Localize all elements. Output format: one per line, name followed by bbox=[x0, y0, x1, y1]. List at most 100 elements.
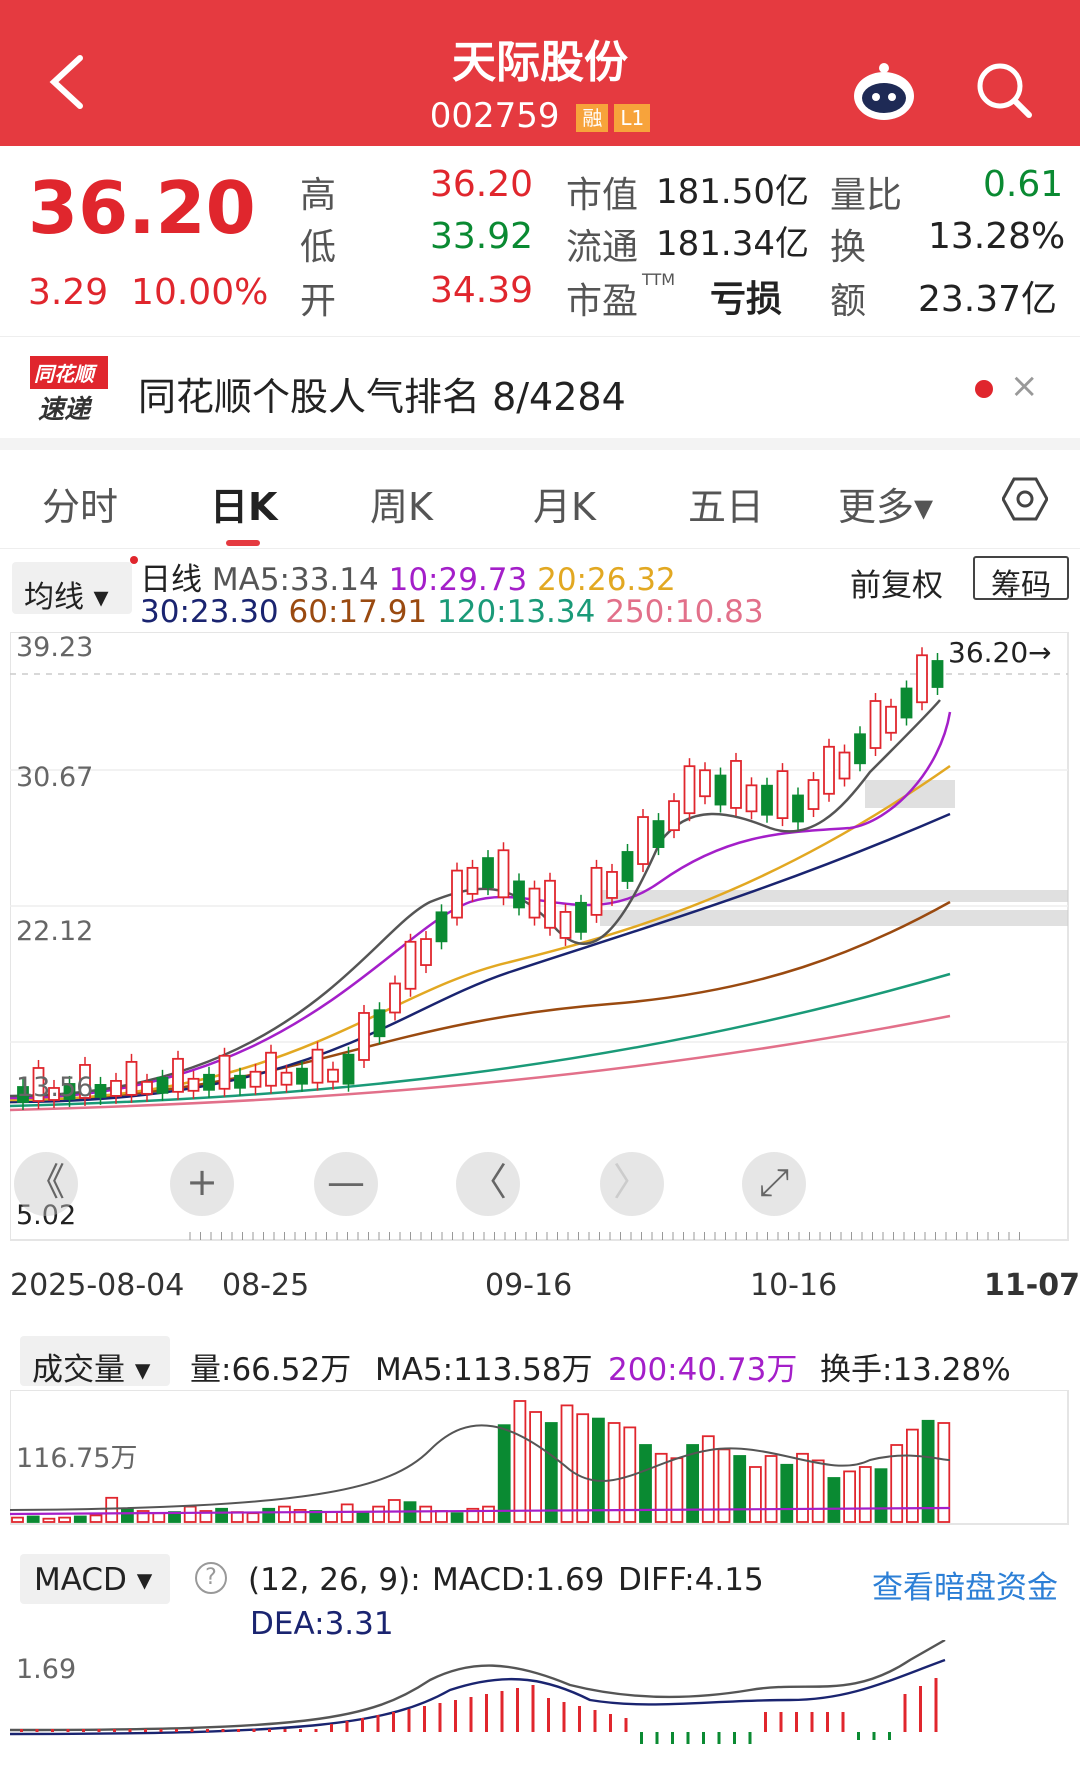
candle-up bbox=[528, 887, 541, 919]
volume-indicator-select[interactable]: 成交量 ▾ bbox=[20, 1336, 170, 1388]
macd-bar-up bbox=[469, 1697, 473, 1732]
macd-bar-up bbox=[206, 1729, 209, 1732]
macd-bar-up bbox=[764, 1712, 767, 1732]
zoom-in-button[interactable]: + bbox=[170, 1152, 234, 1216]
news-text[interactable]: 同花顺个股人气排名 8/4284 bbox=[138, 375, 626, 419]
dark-pool-link[interactable]: 查看暗盘资金 bbox=[872, 1570, 1058, 1606]
macd-bar-up bbox=[516, 1688, 519, 1732]
macd-bar-up bbox=[299, 1729, 302, 1732]
adjust-toggle[interactable]: 前复权 bbox=[850, 568, 943, 604]
chip-button[interactable]: 筹码 bbox=[973, 556, 1069, 603]
volume-bar-up bbox=[701, 1435, 715, 1523]
fullscreen-button[interactable]: ⤢ bbox=[742, 1152, 806, 1216]
macd-bar-up bbox=[376, 1715, 380, 1732]
settings-icon[interactable] bbox=[1002, 476, 1048, 522]
tab-more[interactable]: 更多▾ bbox=[838, 485, 934, 529]
macd-bar-up bbox=[934, 1678, 938, 1732]
ma-curve bbox=[10, 812, 951, 1104]
ma-curve bbox=[10, 764, 951, 1102]
stock-name: 天际股份 bbox=[452, 37, 628, 88]
macd-bar-down bbox=[640, 1732, 643, 1744]
volume-bar-up bbox=[434, 1510, 448, 1523]
candle-down bbox=[17, 1086, 29, 1103]
volume-bar-up bbox=[717, 1448, 731, 1523]
ma-curve bbox=[10, 711, 952, 1100]
tab-daily-k[interactable]: 日K bbox=[210, 485, 278, 529]
macd-bar-up bbox=[593, 1710, 597, 1732]
scroll-left-button[interactable]: 〈 bbox=[456, 1152, 520, 1216]
diff-value: DIFF:4.15 bbox=[618, 1562, 764, 1598]
candle-down bbox=[342, 1053, 355, 1085]
candle-up bbox=[110, 1079, 122, 1097]
candle-down bbox=[621, 851, 634, 882]
macd-bar-up bbox=[423, 1706, 426, 1732]
help-icon[interactable]: ? bbox=[195, 1562, 227, 1594]
candle-up bbox=[730, 760, 742, 809]
macd-bar-up bbox=[283, 1729, 287, 1732]
volume-bar-up bbox=[843, 1470, 856, 1523]
back-icon[interactable] bbox=[44, 52, 92, 112]
tab-five-day[interactable]: 五日 bbox=[688, 485, 765, 529]
macd-bar-down bbox=[857, 1732, 860, 1740]
ma10-value: 10:29.73 bbox=[388, 562, 528, 598]
float-label: 流通 bbox=[566, 227, 639, 268]
robot-assistant-icon[interactable] bbox=[848, 60, 920, 124]
macd-bar-up bbox=[35, 1729, 39, 1732]
candle-up bbox=[776, 770, 789, 820]
macd-indicator-select[interactable]: MACD ▾ bbox=[20, 1554, 170, 1604]
logo-text-top: 同花顺 bbox=[30, 356, 108, 389]
rewind-button[interactable]: 《 bbox=[14, 1152, 78, 1216]
volume-bar-down bbox=[26, 1515, 40, 1523]
macd-bar-up bbox=[20, 1729, 23, 1732]
candle-up bbox=[637, 816, 649, 865]
zoom-out-button[interactable]: — bbox=[314, 1152, 378, 1216]
macd-bar-up bbox=[547, 1698, 550, 1732]
macd-bar-up bbox=[82, 1729, 85, 1732]
indicator-select[interactable]: 均线 ▾ bbox=[12, 562, 132, 615]
candle-up bbox=[916, 654, 928, 704]
candle-up bbox=[606, 871, 618, 899]
tab-intraday[interactable]: 分时 bbox=[42, 485, 119, 529]
volume-bar-up bbox=[277, 1505, 291, 1523]
macd-bar-up bbox=[314, 1729, 318, 1732]
candle-up bbox=[389, 982, 401, 1014]
macd-bar-down bbox=[686, 1732, 690, 1744]
ma250-value: 250:10.83 bbox=[605, 594, 764, 630]
pe-value: 亏损 bbox=[710, 279, 783, 320]
macd-bar-down bbox=[655, 1732, 659, 1744]
volume-bar-up bbox=[152, 1512, 166, 1523]
candle-up bbox=[745, 784, 758, 813]
quote-panel: 36.20 3.29 10.00% 高 36.20 低 33.92 开 34.3… bbox=[0, 146, 1080, 336]
volume-bar-up bbox=[890, 1444, 904, 1523]
search-icon[interactable] bbox=[974, 60, 1034, 120]
tab-weekly-k[interactable]: 周K bbox=[370, 485, 433, 529]
volume-chart[interactable] bbox=[10, 1390, 1070, 1526]
macd-bar-up bbox=[779, 1712, 783, 1732]
macd-bar-down bbox=[888, 1732, 891, 1740]
volume-bar-up bbox=[937, 1422, 951, 1523]
macd-bar-up bbox=[562, 1702, 566, 1732]
macd-chart[interactable] bbox=[10, 1640, 1070, 1760]
macd-bar-up bbox=[361, 1718, 364, 1732]
scroll-right-button[interactable]: 〉 bbox=[600, 1152, 664, 1216]
macd-params: (12, 26, 9): bbox=[248, 1562, 421, 1598]
volume-bar-up bbox=[749, 1466, 762, 1523]
volume-bar-down bbox=[215, 1507, 229, 1523]
indicator-dot bbox=[130, 556, 138, 564]
last-price-marker: 36.20→ bbox=[948, 636, 1052, 669]
volume-bar-up bbox=[136, 1510, 150, 1523]
level1-badge: L1 bbox=[614, 103, 651, 132]
volume-bar-up bbox=[796, 1452, 809, 1523]
tab-monthly-k[interactable]: 月K bbox=[533, 485, 596, 529]
close-icon[interactable]: × bbox=[1010, 366, 1039, 406]
kline-chart[interactable] bbox=[10, 632, 1070, 1242]
candle-up bbox=[404, 940, 417, 990]
macd-value: MACD:1.69 bbox=[432, 1562, 605, 1598]
change-percent: 10.00% bbox=[131, 272, 269, 313]
ma-curve bbox=[10, 972, 951, 1108]
volume-bar-up bbox=[42, 1517, 56, 1523]
volume-bar-up bbox=[513, 1400, 527, 1523]
date-label: 11-07 bbox=[984, 1268, 1080, 1303]
volume-bar-up bbox=[246, 1512, 260, 1523]
candle-down bbox=[94, 1084, 107, 1098]
